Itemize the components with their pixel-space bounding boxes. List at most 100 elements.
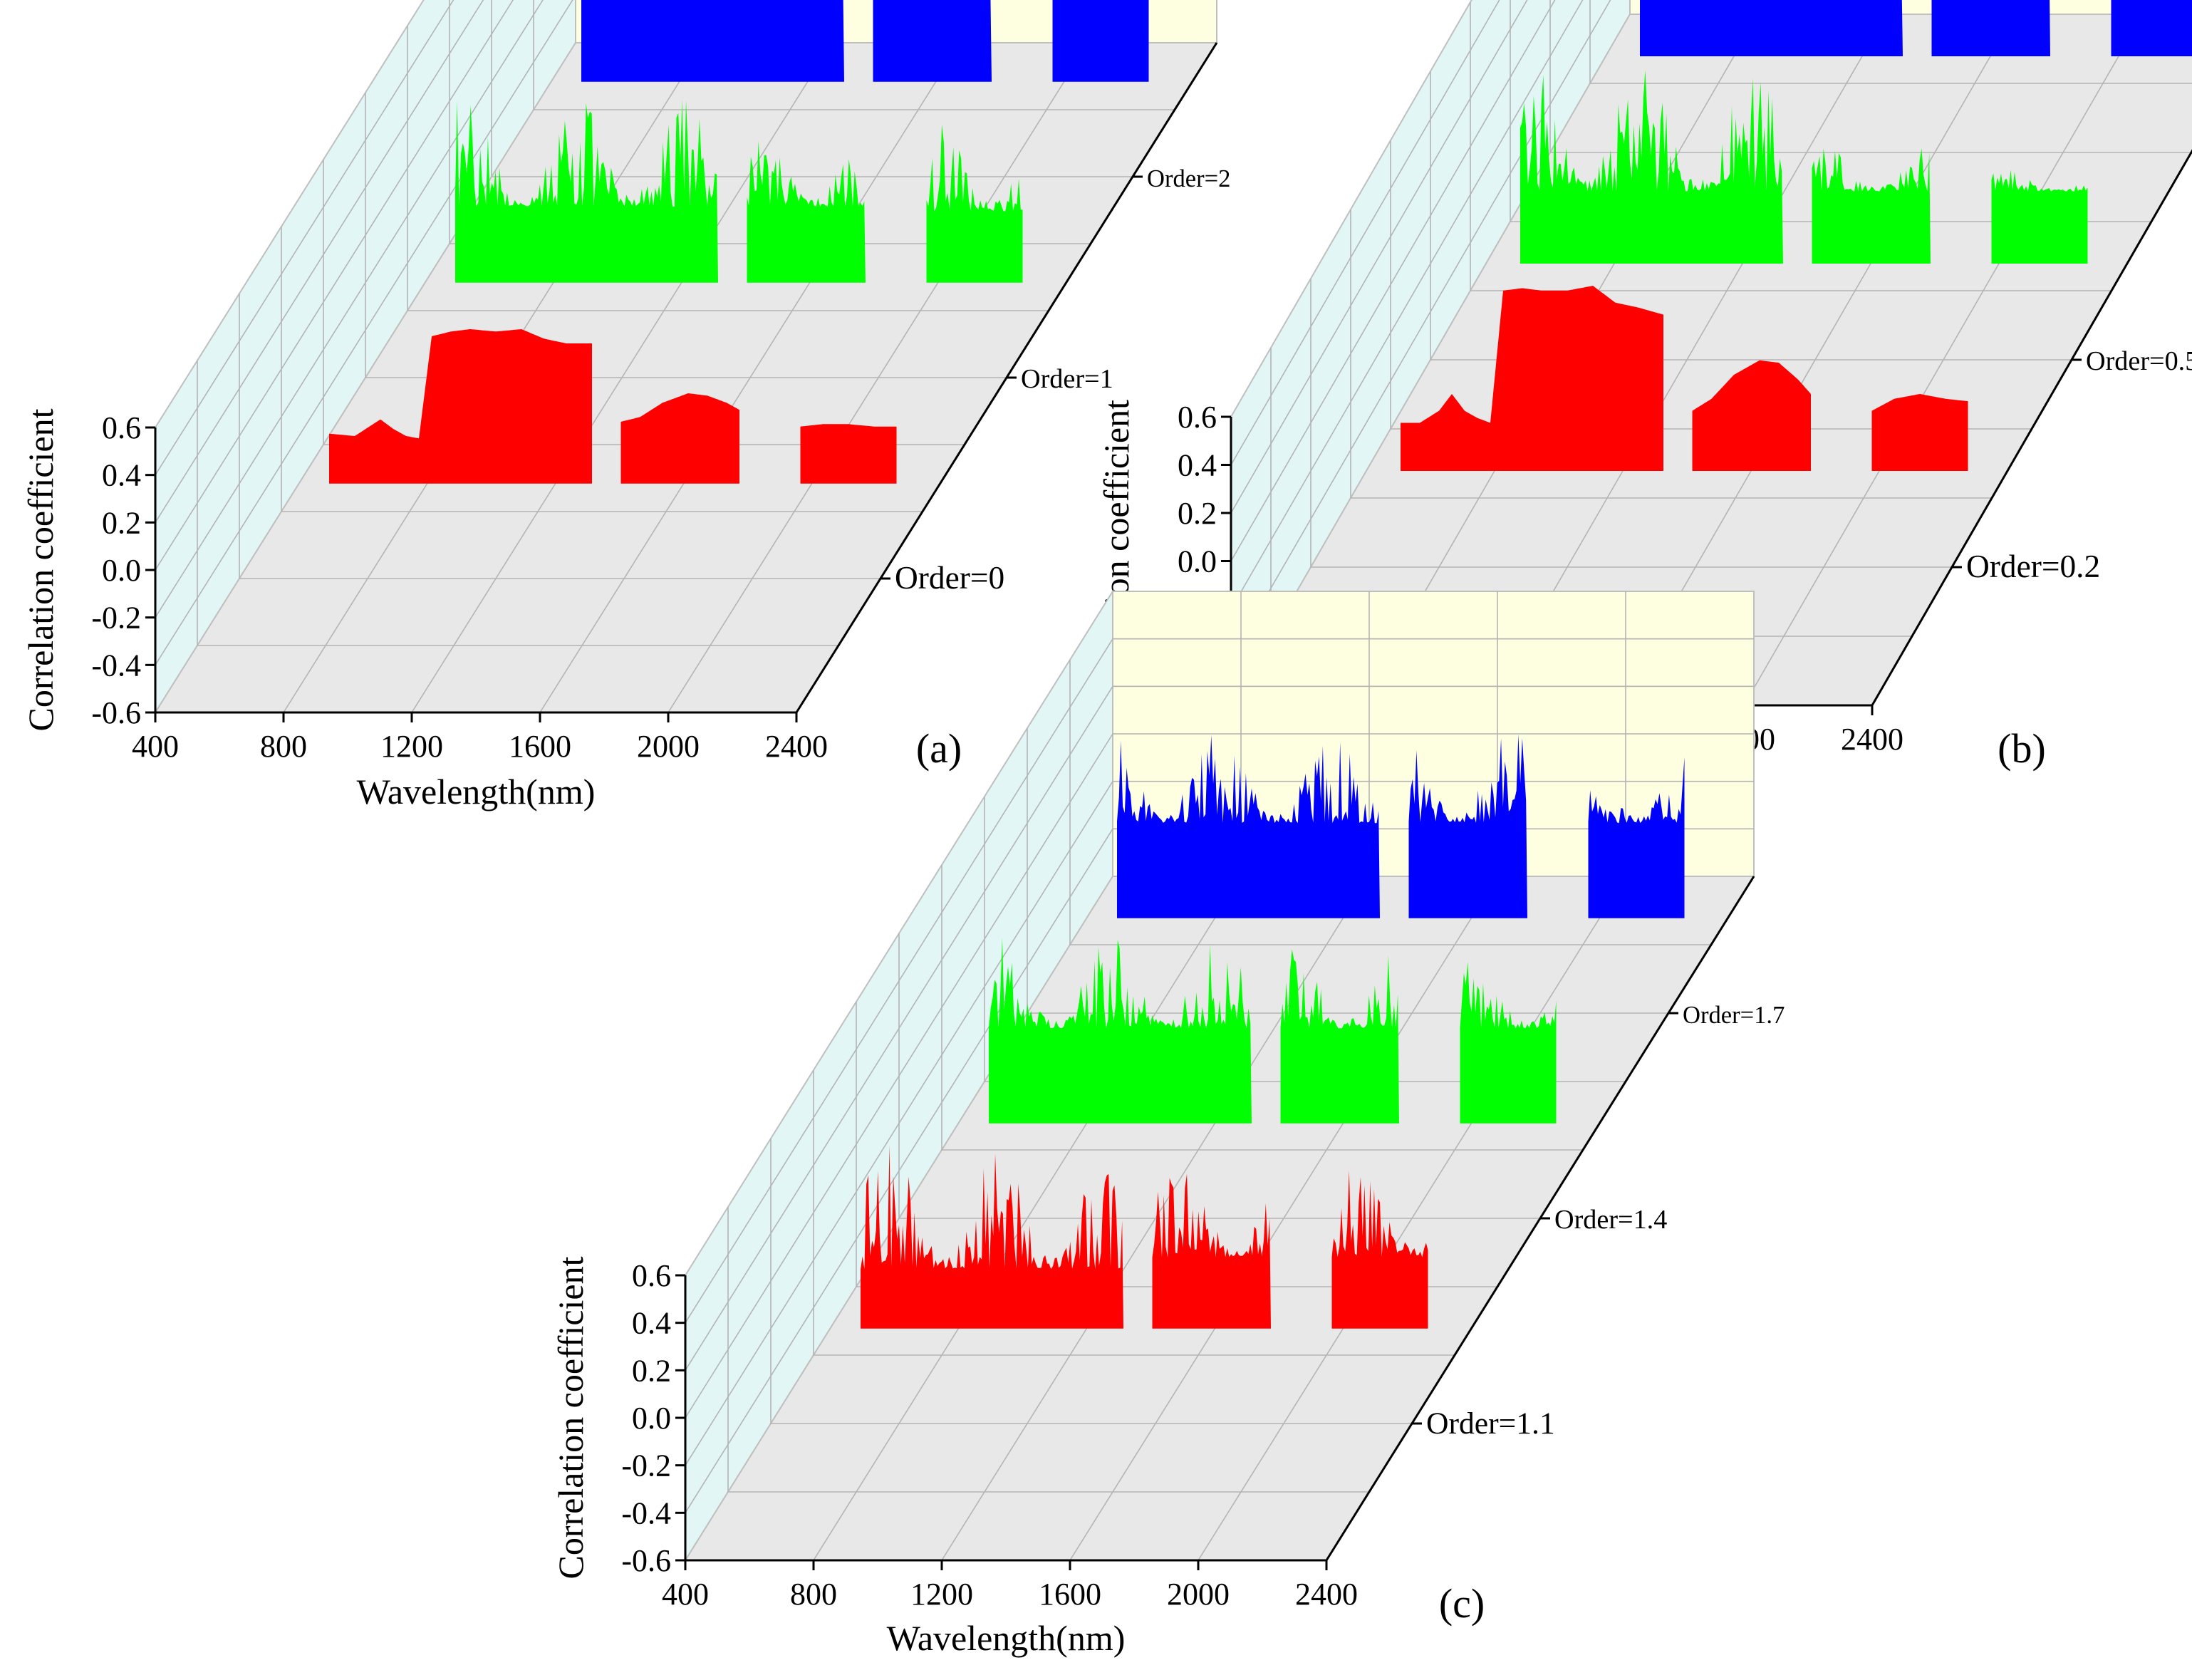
series-order-0-5 [1520,70,2088,264]
y-tick-label: 0.0 [632,1401,671,1436]
series-order-1 [455,99,1023,283]
grid-line-z [407,26,1049,311]
depth-axis [1325,876,1755,1561]
x-tick-label: 400 [132,729,179,764]
series-order-0-2 [1401,286,1968,471]
grid-line-z [1310,279,1952,568]
grid-line-z [449,0,1091,244]
grid-line-y [685,638,1754,1324]
grid-line-y [155,0,573,665]
series-area [329,329,592,484]
x-tick-label: 2000 [637,729,700,764]
series-area [873,0,992,82]
grid-line-z [239,294,881,579]
y-tick-label: -0.4 [621,1495,671,1530]
grid-line-z [1430,71,2072,361]
grid-line-y [1230,0,1528,514]
x-tick-label: 800 [790,1577,837,1612]
depth-label: Order=1.1 [1426,1406,1555,1441]
series-area [1640,0,1903,56]
y-tick-label: 0.0 [1178,544,1217,579]
series-area [581,0,844,82]
series-order-1-1 [861,1145,1428,1329]
grid-line-z [1549,0,2191,153]
series-order-1-4 [989,938,1557,1124]
grid-line-y [685,685,1754,1371]
depth-label: Order=1.7 [1683,1002,1785,1029]
grid-line-y [155,0,544,618]
y-tick-label: -0.6 [621,1543,671,1578]
x-tick-label: 2400 [765,729,828,764]
series-area [1871,394,1968,471]
x-tick-label: 2400 [1841,722,1903,757]
grid-line-y [1230,0,1500,465]
series-area [1588,757,1685,918]
y-tick-label: 0.2 [632,1353,671,1388]
grid-line-z [1589,0,2192,84]
y-tick-label: 0.0 [102,553,141,588]
depth-label: Order=0.5 [2086,346,2192,376]
grid-line-z [281,227,923,512]
x-tick-label: 1600 [509,729,571,764]
grid-line-y [685,733,1754,1419]
grid-line-y [155,0,484,523]
series-area [800,424,897,484]
series-area [926,124,1023,283]
grid-line-z [1069,660,1711,945]
series-order-0-8 [1640,0,2192,56]
y-tick-label: 0.6 [102,410,141,445]
depth-label: Order=0 [895,560,1004,596]
grid-line-z [491,0,1133,177]
series-area [1331,1170,1428,1329]
x-axis-label: Wavelength(nm) [357,772,596,812]
grid-line-z [533,0,1175,110]
depth-label: Order=2 [1147,165,1230,192]
y-axis-label: Correlation coefficient [551,1256,591,1579]
depth-label: Order=1 [1021,364,1113,394]
grid-line-z [1470,2,2112,291]
grid-line-z [1390,140,2032,430]
series-area [1052,0,1149,82]
grid-line-z [856,1002,1497,1287]
panel-label: (a) [916,725,962,772]
y-tick-label: 0.4 [1178,448,1217,483]
x-tick-label: 2400 [1295,1577,1358,1612]
y-tick-label: 0.2 [102,505,141,540]
series-area [1931,0,2050,56]
series-order-2 [581,0,1149,82]
grid-line-y [1230,0,1556,561]
grid-line-y [1230,0,1611,658]
series-area [1460,961,1557,1124]
grid-line-z [813,1070,1455,1356]
series-area [1117,735,1380,918]
series-area [861,1145,1123,1329]
series-area [620,393,739,484]
gridlines [685,591,1754,1561]
series-area [2111,0,2192,56]
x-tick-label: 2000 [1167,1577,1230,1612]
depth-label: Order=0.2 [1966,549,2100,584]
series-area [1280,949,1399,1124]
chart-panel-3: Order=1.7 Order=1.4 Order=1.1 -0.6 -0.4 -0.2 0… [551,588,1785,1658]
panel-label: (c) [1439,1580,1485,1627]
y-tick-label: -0.2 [91,601,141,636]
grid-line-z [984,797,1626,1082]
grid-line-y [155,0,454,476]
series-area [1520,70,1783,264]
grid-line-z [323,160,965,445]
y-tick-label: 0.6 [1178,400,1217,435]
series-order-1-7 [1117,734,1685,918]
series-area [1401,286,1663,471]
y-tick-label: 0.4 [632,1306,671,1341]
gridlines [155,0,1175,713]
grid-line-y [685,780,1754,1466]
y-tick-label: 0.2 [1178,496,1217,531]
x-axis-label: Wavelength(nm) [887,1618,1126,1658]
depth-axis [1871,149,2192,706]
x-tick-label: 400 [662,1577,709,1612]
panel-label: (b) [1998,725,2046,772]
x-tick-label: 800 [260,729,307,764]
grid-line-z [197,361,838,646]
y-tick-label: -0.2 [621,1448,671,1483]
